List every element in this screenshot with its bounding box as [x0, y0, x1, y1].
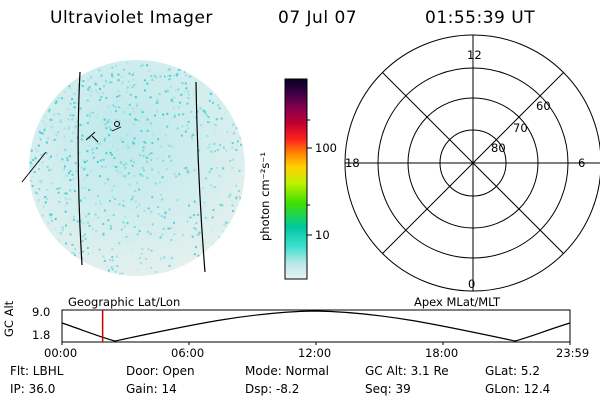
header-date: 07 Jul 07: [278, 8, 358, 28]
apex-grid-label: Apex MLat/MLT: [414, 295, 501, 309]
mlt-label-0: 0: [468, 277, 476, 291]
time-tick: 12:00: [298, 346, 332, 360]
altitude-axis-title: GC Alt: [2, 300, 16, 337]
mlt-label-18: 18: [345, 156, 360, 170]
mlt-label-12: 12: [467, 48, 482, 62]
colorbar-unit-label: photon cm⁻²s⁻¹: [258, 152, 272, 241]
mode-readout: Mode: Normal: [245, 364, 329, 378]
uv-earth-image: [21, 60, 245, 276]
mlat-label-80: 80: [491, 141, 506, 155]
mlt-label-6: 6: [578, 156, 586, 170]
ip-readout: IP: 36.0: [10, 382, 56, 396]
altitude-tick-low: 1.8: [32, 328, 51, 342]
mlat-label-60: 60: [536, 99, 551, 113]
time-tick: 06:00: [171, 346, 205, 360]
gain-readout: Gain: 14: [126, 382, 177, 396]
filter-readout: Flt: LBHL: [10, 364, 64, 378]
altitude-plot: [61, 309, 571, 345]
app-title: Ultraviolet Imager: [50, 8, 213, 28]
colorbar-tick-10: 10: [315, 228, 330, 242]
door-readout: Door: Open: [126, 364, 195, 378]
time-tick: 18:00: [425, 346, 459, 360]
glon-readout: GLon: 12.4: [485, 382, 551, 396]
header-time: 01:55:39 UT: [425, 8, 536, 28]
time-tick: 23:59: [556, 346, 590, 360]
colorbar-tick-100: 100: [315, 141, 337, 155]
seq-readout: Seq: 39: [365, 382, 411, 396]
dsp-readout: Dsp: -8.2: [245, 382, 300, 396]
geographic-grid-label: Geographic Lat/Lon: [68, 295, 181, 309]
altitude-tick-high: 9.0: [32, 305, 51, 319]
glat-readout: GLat: 5.2: [485, 364, 540, 378]
gc-alt-readout: GC Alt: 3.1 Re: [365, 364, 449, 378]
polar-plot: [344, 34, 600, 292]
color-bar: [284, 78, 312, 280]
mlat-label-70: 70: [513, 121, 528, 135]
time-tick: 00:00: [44, 346, 78, 360]
